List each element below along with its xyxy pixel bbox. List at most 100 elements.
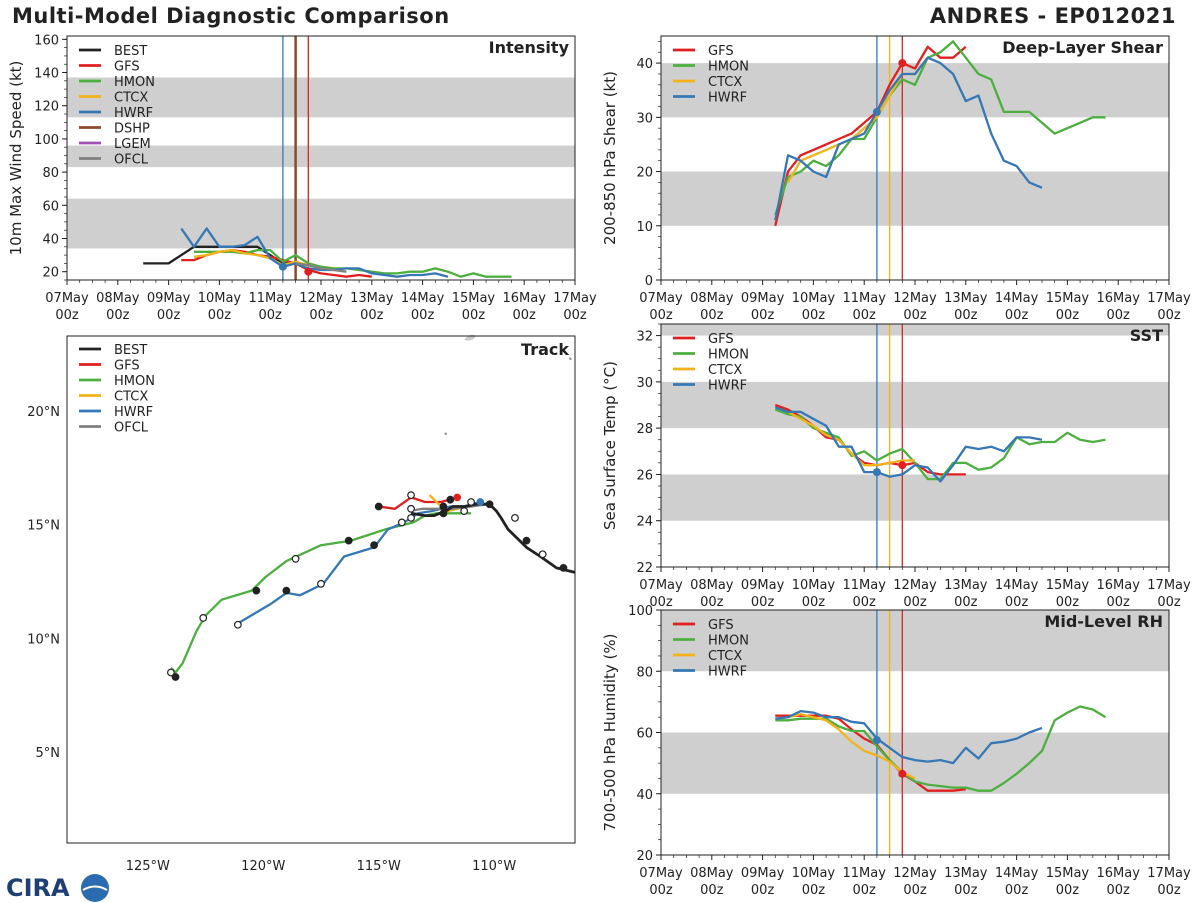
track-point: [374, 502, 383, 511]
track-xtick-label: 125°W: [126, 859, 170, 874]
track-xtick-label: 115°W: [357, 859, 401, 874]
rh-marker-gfs: [898, 769, 907, 778]
intensity-legend-label: HMON: [114, 75, 155, 90]
rh-xtick-label: 00z: [649, 883, 673, 898]
track-point: [407, 491, 415, 500]
rh-xtick-label: 00z: [700, 883, 724, 898]
rh-xtick-label: 00z: [1056, 883, 1080, 898]
intensity-marker-gfs: [304, 267, 313, 276]
intensity-ytick-label: 100: [34, 133, 59, 148]
track-ytick-label: 20°N: [27, 405, 60, 420]
track-point: [439, 509, 448, 518]
track-legend-label: BEST: [114, 343, 147, 358]
track-point: [559, 564, 568, 572]
rh-legend-label: HWRF: [708, 665, 747, 680]
sst-ytick-label: 30: [636, 376, 653, 391]
intensity-xtick-label: 00z: [55, 308, 79, 323]
intensity-panel-title: Intensity: [489, 38, 570, 57]
intensity-xtick-label: 14May: [401, 291, 445, 306]
intensity-xtick-label: 00z: [462, 308, 486, 323]
rh-xtick-label: 00z: [1107, 883, 1131, 898]
shear-ytick-label: 20: [636, 166, 653, 181]
shear-legend-label: CTCX: [708, 75, 742, 90]
sst-xtick-label: 08May: [690, 578, 734, 593]
intensity-xtick-label: 16May: [502, 291, 546, 306]
shear-xtick-label: 00z: [649, 308, 673, 323]
shear-xtick-label: 16May: [1096, 291, 1140, 306]
intensity-series-hwrf: [180, 227, 449, 278]
rh-ytick-label: 20: [636, 849, 653, 864]
shear-xtick-label: 12May: [893, 291, 937, 306]
sst-ytick-label: 26: [636, 468, 653, 483]
sst-shade-band: [661, 324, 1169, 336]
track-point: [467, 498, 475, 506]
sst-ytick-label: 24: [636, 515, 653, 530]
intensity-shade-band: [67, 77, 575, 118]
intensity-xtick-label: 00z: [106, 308, 130, 323]
shear-xtick-label: 00z: [700, 308, 724, 323]
track-series-hmon: [170, 512, 472, 674]
sst-xtick-label: 07May: [639, 578, 683, 593]
rh-xtick-label: 17May: [1147, 866, 1191, 881]
sst-xtick-label: 00z: [853, 595, 877, 610]
intensity-marker-hwrf: [278, 262, 287, 271]
shear-xtick-label: 07May: [639, 291, 683, 306]
sst-xtick-label: 12May: [893, 578, 937, 593]
sst-shade-band: [661, 381, 1169, 429]
shear-xtick-label: 14May: [995, 291, 1039, 306]
intensity-xtick-label: 09May: [147, 291, 191, 306]
track-point: [344, 536, 353, 545]
shear-ytick-label: 40: [636, 57, 653, 72]
shear-xtick-label: 00z: [802, 308, 826, 323]
rh-xtick-label: 15May: [1046, 866, 1090, 881]
track-point: [317, 579, 325, 588]
intensity-xtick-label: 00z: [411, 308, 435, 323]
storm-title: ANDRES - EP012021: [929, 4, 1176, 28]
track-ytick-label: 15°N: [27, 519, 60, 534]
shear-xtick-label: 09May: [741, 291, 785, 306]
rh-xtick-label: 07May: [639, 866, 683, 881]
intensity-ylabel: 10m Max Wind Speed (kt): [7, 61, 25, 256]
sst-xtick-label: 00z: [1056, 595, 1080, 610]
shear-marker-gfs: [898, 59, 907, 68]
sst-xtick-label: 09May: [741, 578, 785, 593]
sst-legend-label: GFS: [708, 332, 734, 347]
rh-series-ctcx: [787, 712, 916, 780]
rh-ylabel: 700-500 hPa Humidity (%): [601, 633, 619, 831]
shear-series-gfs: [774, 45, 967, 227]
sst-panel-title: SST: [1130, 326, 1163, 345]
shear-xtick-label: 00z: [1056, 308, 1080, 323]
shear-series-hwrf: [774, 56, 1043, 221]
rh-panel-title: Mid-Level RH: [1044, 612, 1163, 631]
track-point: [397, 518, 406, 527]
rh-xtick-label: 13May: [944, 866, 988, 881]
rh-xtick-label: 14May: [995, 866, 1039, 881]
intensity-xtick-label: 00z: [360, 308, 384, 323]
shear-xtick-label: 13May: [944, 291, 988, 306]
sst-series-ctcx: [787, 410, 915, 467]
intensity-xtick-label: 15May: [452, 291, 496, 306]
page-title: Multi-Model Diagnostic Comparison: [12, 4, 450, 28]
shear-xtick-label: 00z: [853, 308, 877, 323]
track-xtick-label: 110°W: [472, 859, 516, 874]
track-point: [460, 507, 469, 515]
intensity-legend-label: DSHP: [114, 122, 150, 137]
track-point: [370, 541, 379, 550]
sst-xtick-label: 00z: [1107, 595, 1131, 610]
track-point: [171, 673, 180, 681]
shear-ytick-label: 30: [636, 111, 653, 126]
intensity-legend-label: LGEM: [114, 137, 151, 152]
track-legend-label: GFS: [114, 359, 140, 374]
track-frame: [66, 335, 576, 844]
sst-ytick-label: 22: [636, 561, 653, 576]
sst-marker-hwrf: [872, 468, 881, 477]
shear-xtick-label: 15May: [1046, 291, 1090, 306]
sst-ytick-label: 28: [636, 422, 653, 437]
intensity-xtick-label: 07May: [45, 291, 89, 306]
intensity-ytick-label: 160: [34, 33, 59, 48]
track-point: [522, 536, 531, 545]
sst-series-hwrf: [774, 406, 1043, 483]
logo-text: CIRA: [6, 874, 70, 902]
sst-marker-gfs: [898, 461, 907, 470]
